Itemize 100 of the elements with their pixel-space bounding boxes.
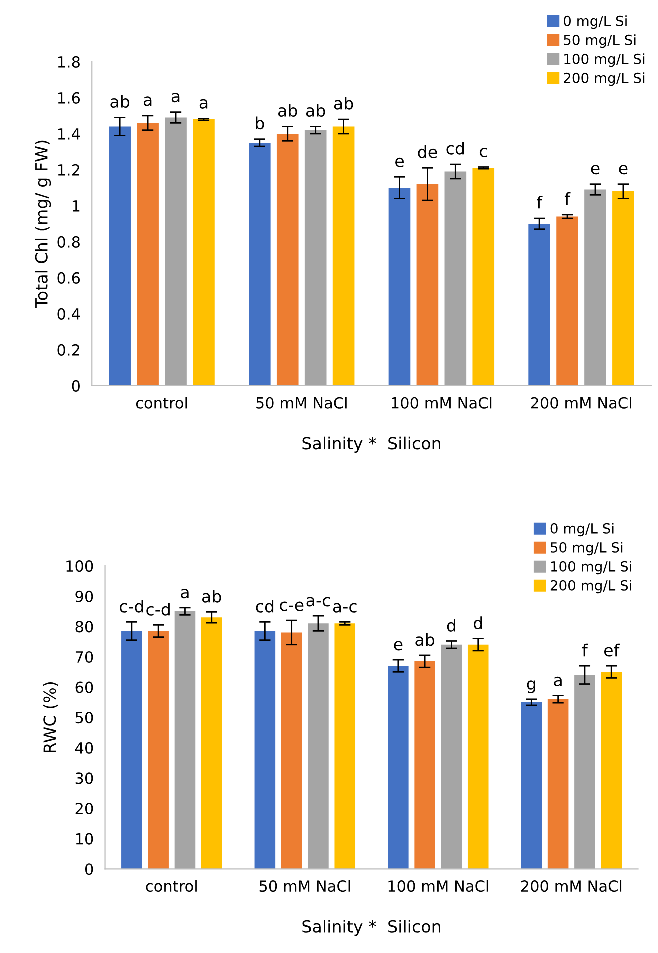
y-tick-label: 90 <box>76 590 94 602</box>
x-tick-label: 100 mM NaCl <box>392 397 492 409</box>
y-tick-label: 0 <box>72 380 80 392</box>
data-label: a <box>172 93 180 103</box>
y-tick-label: 0.8 <box>58 236 80 248</box>
data-label: e <box>396 158 404 168</box>
data-label: c-d <box>120 600 144 613</box>
bar <box>556 216 578 386</box>
x-tick-label: control <box>146 880 197 892</box>
bar <box>308 624 329 870</box>
bar <box>109 126 131 386</box>
data-label: d <box>474 616 482 630</box>
y-tick-label: 60 <box>76 682 94 694</box>
bar <box>584 190 606 386</box>
data-label: c <box>480 148 488 158</box>
legend-label: 0 mg/L Si <box>564 16 627 30</box>
y-tick-label: 70 <box>76 651 94 664</box>
data-label: c-d <box>146 602 170 616</box>
data-label: f <box>564 192 571 206</box>
bar <box>468 644 489 870</box>
bar <box>254 631 276 870</box>
legend-label: 100 mg/L Si <box>551 561 632 575</box>
y-tick-label: 30 <box>76 772 94 784</box>
bar <box>304 130 327 386</box>
data-label: c-e <box>280 602 304 612</box>
y-tick-label: 1 <box>72 200 80 212</box>
bar <box>276 134 299 386</box>
bar <box>334 624 356 870</box>
data-label: a <box>200 99 208 109</box>
y-axis-title: RWC (%) <box>43 682 58 753</box>
data-label: ab <box>110 95 130 108</box>
x-tick-label: control <box>136 397 188 409</box>
bar <box>332 126 355 386</box>
bar <box>193 120 215 386</box>
bar <box>249 142 271 386</box>
y-tick-label: 20 <box>76 802 94 815</box>
data-label: e <box>619 165 628 175</box>
data-label: g <box>527 680 536 694</box>
data-label: ab <box>416 633 435 646</box>
bar <box>441 644 462 870</box>
legend-label: 50 mg/L Si <box>564 34 636 48</box>
bar <box>148 631 169 870</box>
bar <box>281 632 302 870</box>
data-label: e <box>394 641 403 651</box>
data-label: d <box>447 619 456 632</box>
x-tick-label: 50 mM NaCl <box>260 880 350 892</box>
data-label: f <box>582 644 588 657</box>
legend-label: 200 mg/L Si <box>550 580 632 594</box>
bar <box>201 618 222 870</box>
y-tick-label: 1.4 <box>58 128 80 140</box>
legend-label: 100 mg/L Si <box>564 54 645 68</box>
data-label: e <box>591 165 600 175</box>
x-tick-label: 100 mM NaCl <box>388 880 488 892</box>
bar <box>574 675 596 870</box>
bar <box>548 699 569 870</box>
bar <box>388 666 409 870</box>
data-label: a-c <box>306 597 330 607</box>
bar <box>388 188 411 386</box>
y-tick-label: 0 <box>85 864 94 876</box>
data-label: de <box>418 146 438 158</box>
y-tick-label: 50 <box>76 712 94 724</box>
x-tick-label: 200 mM NaCl <box>521 880 622 892</box>
y-tick-label: 40 <box>75 742 94 754</box>
y-tick-label: 10 <box>76 833 94 845</box>
bar <box>612 192 634 386</box>
x-tick-label: 50 mM NaCl <box>256 397 347 409</box>
data-label: ef <box>604 644 620 657</box>
y-tick-label: 80 <box>76 621 94 633</box>
data-label: ab <box>306 104 326 118</box>
bar <box>174 612 196 870</box>
data-label: ab <box>202 590 222 603</box>
x-tick-label: 200 mM NaCl <box>531 397 632 409</box>
bar <box>521 702 542 870</box>
data-label: a <box>181 589 189 599</box>
data-label: ab <box>278 104 298 118</box>
bar <box>137 123 159 386</box>
data-label: a <box>554 676 562 686</box>
x-axis-title: Salinity * Silicon <box>302 920 440 936</box>
bar <box>444 172 467 386</box>
data-label: cd <box>256 600 274 613</box>
x-axis-title: Salinity * Silicon <box>302 436 440 453</box>
y-tick-label: 1.8 <box>58 56 80 68</box>
bar <box>414 662 436 870</box>
y-tick-label: 0.2 <box>58 344 80 356</box>
bar <box>165 118 187 386</box>
legend-label: 200 mg/L Si <box>564 72 645 86</box>
bar <box>472 168 495 386</box>
y-tick-label: 1.6 <box>58 92 80 104</box>
bar <box>416 184 439 386</box>
y-tick-label: 0.6 <box>58 272 80 284</box>
legend-label: 50 mg/L Si <box>551 542 623 556</box>
bar <box>122 631 142 870</box>
bar <box>528 224 550 386</box>
data-label: a-c <box>333 603 357 613</box>
data-label: ab <box>334 96 354 110</box>
y-axis-title: Total Chl (mg/ g FW) <box>35 140 52 309</box>
data-label: b <box>256 116 264 130</box>
bar <box>601 672 622 870</box>
y-tick-label: 1.2 <box>58 164 80 176</box>
y-tick-label: 100 <box>66 560 94 572</box>
